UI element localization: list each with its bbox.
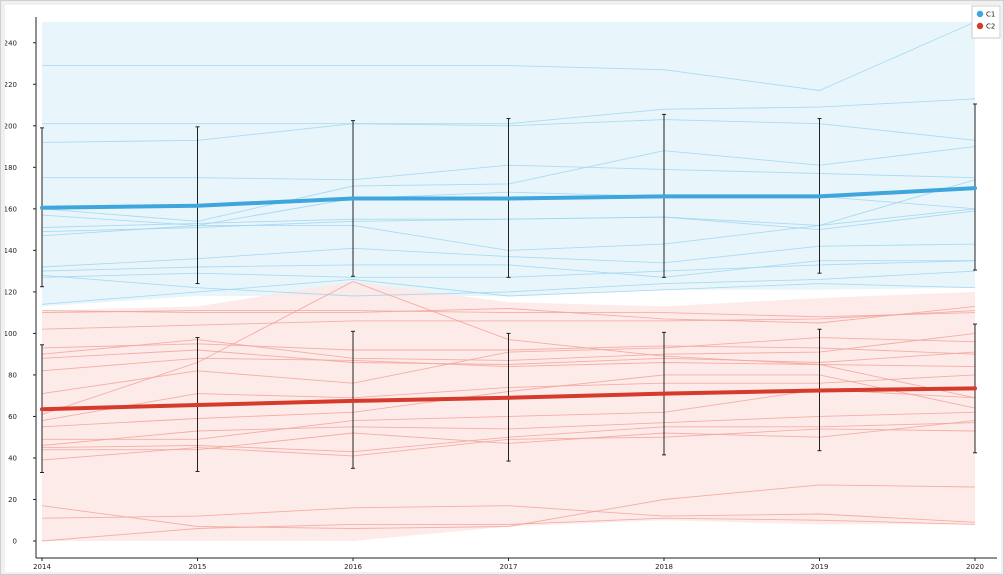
y-tick-label: 200 (5, 122, 17, 130)
legend[interactable]: C1 C2 (971, 5, 1001, 39)
y-tick-label: 80 (8, 371, 17, 379)
x-tick-label: 2017 (500, 563, 518, 571)
c1-individual-line-11 (41, 270, 976, 297)
x-tick-label: 2020 (966, 563, 984, 571)
y-tick-label: 220 (5, 81, 17, 89)
x-tick-label: 2019 (811, 563, 829, 571)
y-tick-label: 100 (5, 330, 17, 338)
mean-lines-layer (40, 186, 977, 412)
plot-area: 0 20 40 60 80 100 120 140 160 180 200 220 240 2014 201… (5, 5, 1001, 572)
y-tick-label: 180 (5, 164, 17, 172)
x-tick-label: 2016 (344, 563, 362, 571)
c1-legend-label: C1 (986, 11, 995, 19)
y-tick-label: 60 (8, 413, 17, 421)
c2-individual-line-18 (41, 517, 976, 542)
y-tick-label: 240 (5, 39, 17, 47)
c2-individual-line-16 (41, 484, 976, 529)
c2-legend-label: C2 (986, 23, 995, 31)
c1-legend-marker (976, 10, 984, 18)
c2-mean-line (40, 386, 977, 412)
y-tick-label: 40 (8, 454, 17, 462)
legend-box (971, 5, 1001, 39)
c1-individual-line-13 (41, 278, 976, 305)
c2-legend-marker (976, 22, 984, 30)
axes-layer: 0 20 40 60 80 100 120 140 160 180 200 220 240 2014 201… (5, 17, 997, 571)
x-tick-label: 2018 (655, 563, 673, 571)
y-tick-label: 120 (5, 288, 17, 296)
y-tick-label: 160 (5, 205, 17, 213)
line-chart: 0 20 40 60 80 100 120 140 160 180 200 220 240 2014 201… (5, 5, 1001, 571)
c1-individual-line-0 (42, 21, 976, 91)
y-tick-label: 20 (8, 496, 17, 504)
x-tick-label: 2014 (33, 563, 51, 571)
c1-mean-line (40, 186, 977, 210)
c2-individual-line-1 (41, 310, 976, 318)
band-layer (42, 22, 975, 541)
y-tick-label: 0 (13, 538, 17, 546)
x-tick-label: 2015 (189, 563, 207, 571)
c2-individual-line-0 (41, 305, 976, 324)
c2-individual-line-17 (41, 505, 976, 523)
c2-individual-line-2 (41, 310, 976, 330)
y-tick-label: 140 (5, 247, 17, 255)
